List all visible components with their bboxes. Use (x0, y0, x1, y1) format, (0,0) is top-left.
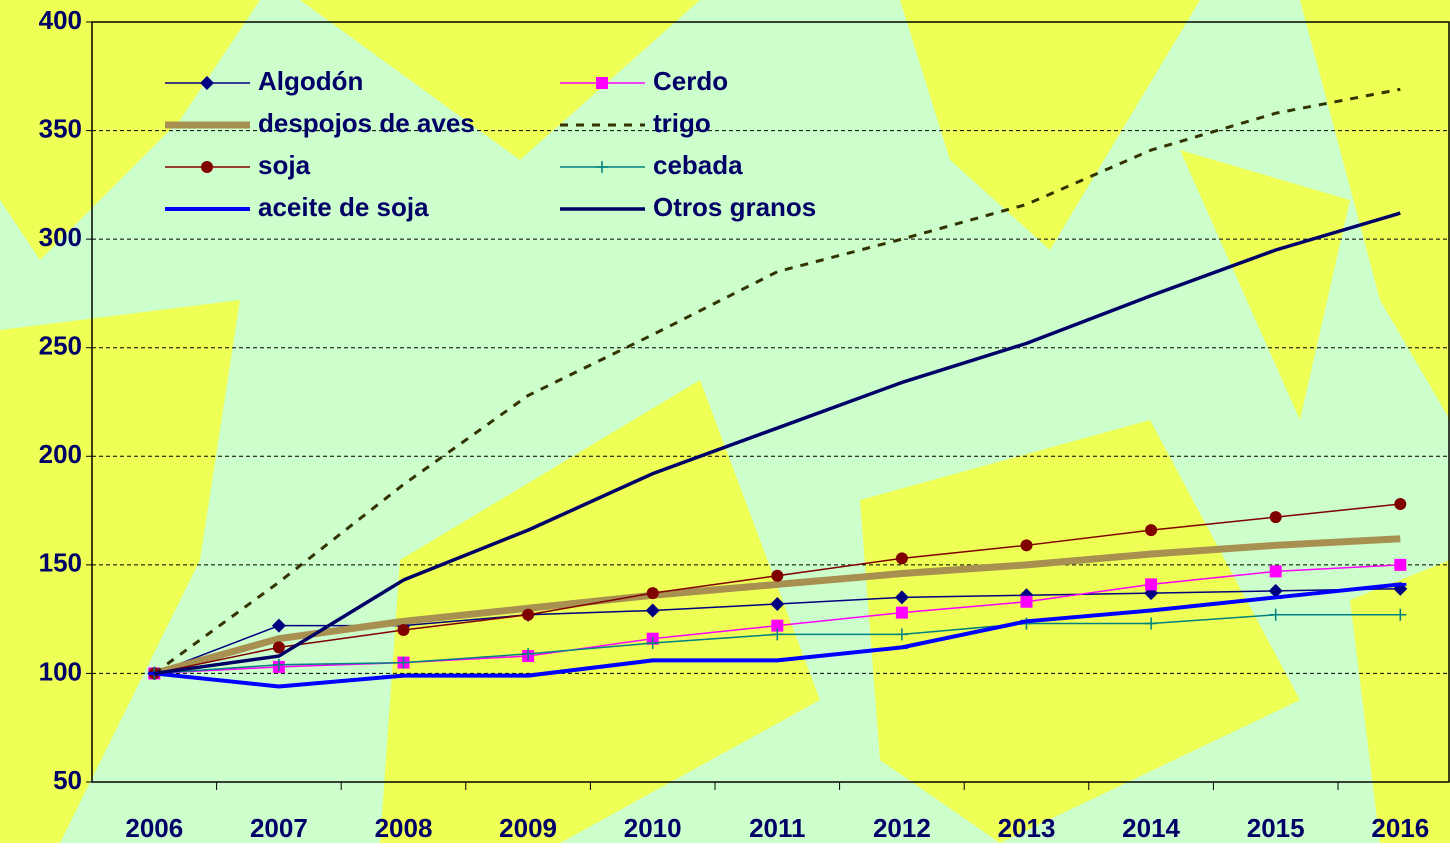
legend-label: aceite de soja (258, 192, 429, 222)
y-tick-label: 400 (39, 5, 82, 35)
marker (272, 658, 285, 671)
marker (200, 76, 214, 90)
marker (1268, 583, 1283, 598)
legend-label: Otros granos (653, 192, 816, 222)
series-line (153, 87, 1401, 675)
marker (770, 596, 785, 611)
legend-label: despojos de aves (258, 108, 475, 138)
marker (771, 569, 784, 582)
marker (1269, 565, 1282, 578)
x-tick-label: 2009 (499, 813, 557, 843)
y-tick-label: 300 (39, 222, 82, 252)
marker (1394, 498, 1407, 511)
marker (1020, 595, 1033, 608)
legend-label: Algodón (258, 66, 363, 96)
y-tick-label: 250 (39, 331, 82, 361)
series-line (153, 535, 1401, 677)
marker (596, 161, 608, 173)
marker (522, 647, 535, 660)
marker (771, 628, 784, 641)
x-tick-label: 2008 (375, 813, 433, 843)
marker (1145, 578, 1158, 591)
x-tick-label: 2010 (624, 813, 682, 843)
marker (1269, 511, 1282, 524)
marker (272, 641, 285, 654)
marker (1394, 558, 1407, 571)
marker (1145, 617, 1158, 630)
marker (895, 552, 908, 565)
y-tick-label: 50 (53, 765, 82, 795)
x-tick-label: 2007 (250, 813, 308, 843)
marker (397, 624, 410, 636)
legend-label: soja (258, 150, 311, 180)
marker (522, 608, 535, 621)
marker (397, 656, 410, 669)
marker (645, 603, 660, 618)
marker (895, 628, 908, 641)
marker (1269, 608, 1282, 621)
marker (646, 587, 659, 600)
x-tick-label: 2011 (749, 813, 805, 843)
marker (201, 161, 213, 173)
marker (271, 618, 286, 633)
marker (646, 637, 659, 650)
series-line (154, 211, 1401, 676)
marker (1394, 608, 1407, 621)
marker (895, 606, 908, 619)
x-tick-label: 2015 (1247, 813, 1305, 843)
x-tick-label: 2013 (998, 813, 1056, 843)
y-tick-label: 100 (39, 656, 82, 686)
y-tick-label: 150 (39, 548, 82, 578)
marker (596, 77, 608, 89)
plot-border (91, 21, 1450, 783)
marker (771, 619, 784, 632)
y-tick-label: 350 (39, 113, 82, 143)
x-tick-label: 2012 (873, 813, 931, 843)
marker (1020, 539, 1033, 552)
legend-label: Cerdo (653, 66, 728, 96)
y-tick-label: 200 (39, 439, 82, 469)
x-tick-label: 2014 (1122, 813, 1180, 843)
legend-label: trigo (653, 108, 711, 138)
x-tick-label: 2006 (125, 813, 183, 843)
marker (894, 590, 909, 605)
legend-label: cebada (653, 150, 743, 180)
marker (1145, 524, 1158, 537)
x-tick-label: 2016 (1371, 813, 1429, 843)
